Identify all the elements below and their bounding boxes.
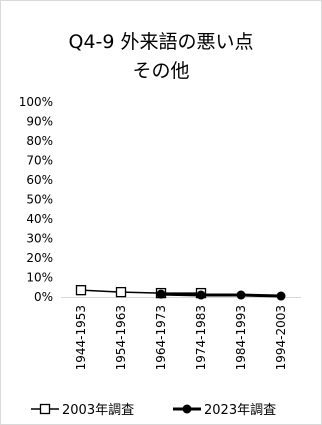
data-point <box>196 290 206 300</box>
data-point <box>236 290 246 300</box>
legend: 2003年調査 2023年調査 <box>31 403 276 418</box>
y-tick-label: 0% <box>34 290 53 304</box>
y-tick-label: 80% <box>26 134 53 148</box>
data-point <box>276 291 286 301</box>
series-2 <box>156 289 286 301</box>
y-tick-label: 90% <box>26 115 53 129</box>
legend-item: 2023年調査 <box>173 403 276 418</box>
plot-area <box>75 285 286 301</box>
legend-marker <box>39 403 51 415</box>
series-line <box>80 289 201 294</box>
y-tick-label: 40% <box>26 212 53 226</box>
legend-label: 2023年調査 <box>204 403 276 418</box>
y-axis: 100% 90% 80% 70% 60% 50% 40% 30% 20% 10% 0% <box>19 95 53 304</box>
legend-marker <box>182 404 192 414</box>
x-tick-label: 1974-1983 <box>194 305 208 370</box>
y-tick-label: 10% <box>26 271 53 285</box>
y-tick-label: 100% <box>19 95 53 109</box>
y-tick-label: 50% <box>26 193 53 207</box>
chart-title: Q4-9 外来語の悪い点 その他 <box>68 31 253 82</box>
x-tick-label: 1994-2003 <box>274 305 288 370</box>
y-tick-label: 20% <box>26 251 53 265</box>
legend-label: 2003年調査 <box>62 403 134 418</box>
x-axis: 1944-1953 1954-1963 1964-1973 1974-1983 1984… <box>61 297 301 370</box>
data-point <box>156 289 166 299</box>
chart-title-line-2: その他 <box>132 60 189 82</box>
data-point <box>75 285 87 296</box>
chart-title-line-1: Q4-9 外来語の悪い点 <box>68 31 253 53</box>
series-line <box>160 292 282 298</box>
y-tick-label: 70% <box>26 154 53 168</box>
data-point <box>115 286 127 298</box>
legend-item: 2003年調査 <box>31 403 134 418</box>
y-tick-label: 60% <box>26 173 53 187</box>
x-tick-label: 1964-1973 <box>154 305 168 370</box>
y-tick-label: 30% <box>26 232 53 246</box>
x-tick-label: 1984-1993 <box>234 305 248 370</box>
x-tick-label: 1954-1963 <box>114 305 128 370</box>
x-tick-label: 1944-1953 <box>74 305 88 370</box>
